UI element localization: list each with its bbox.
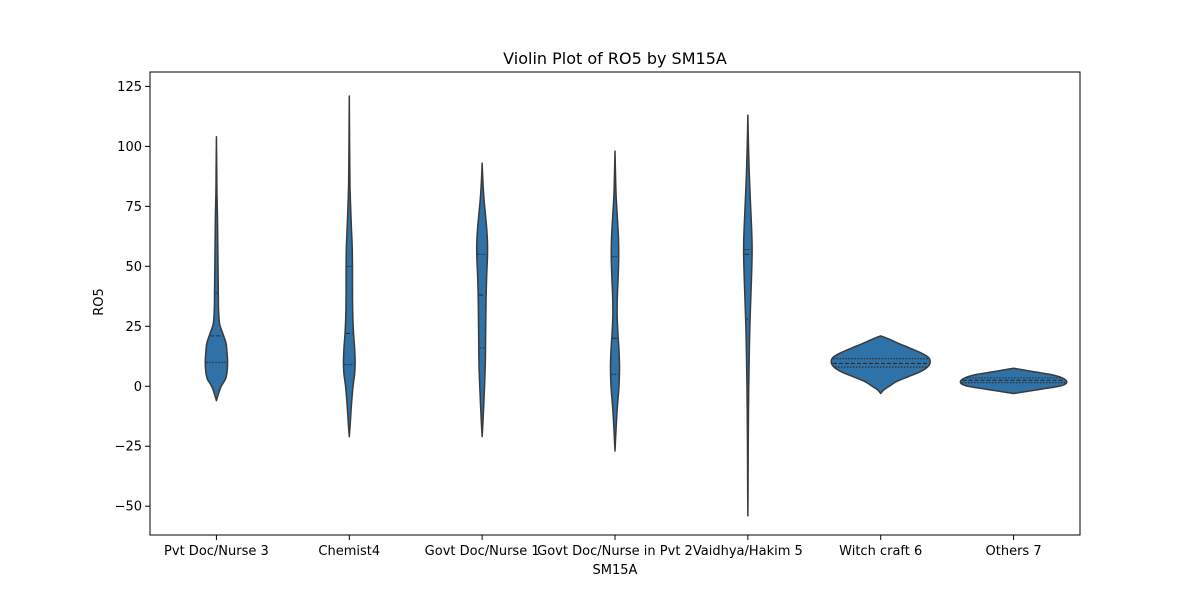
x-tick-label-5: Witch craft 6 xyxy=(839,544,922,559)
plot-area xyxy=(204,95,1068,517)
y-tick-label-7: 125 xyxy=(117,80,142,95)
y-tick-label-3: 25 xyxy=(125,320,142,335)
violin-2 xyxy=(475,162,489,438)
x-tick-label-1: Chemist4 xyxy=(318,544,380,559)
x-tick-label-2: Govt Doc/Nurse 1 xyxy=(425,544,540,559)
violin-3 xyxy=(609,150,621,452)
violin-0 xyxy=(204,136,229,402)
violin-6 xyxy=(959,367,1068,395)
x-tick-label-6: Others 7 xyxy=(986,544,1042,559)
y-tick-label-0: −50 xyxy=(115,500,142,515)
y-tick-label-5: 75 xyxy=(125,200,142,215)
y-axis-label: RO5 xyxy=(92,288,107,316)
y-axis: −50 −25 0 25 50 75 100 125 xyxy=(115,80,150,515)
x-tick-label-3: Govt Doc/Nurse in Pvt 2 xyxy=(537,544,693,559)
y-tick-label-1: −25 xyxy=(115,440,142,455)
y-tick-label-6: 100 xyxy=(117,140,142,155)
x-axis: Pvt Doc/Nurse 3 Chemist4 Govt Doc/Nurse 1G… xyxy=(164,535,1042,559)
y-tick-label-4: 50 xyxy=(125,260,142,275)
chart-title: Violin Plot of RO5 by SM15A xyxy=(503,49,727,68)
x-tick-label-4: Vaidhya/Hakim 5 xyxy=(693,544,803,559)
y-tick-label-2: 0 xyxy=(134,380,142,395)
violin-5 xyxy=(830,335,931,395)
violin-4 xyxy=(742,114,753,517)
x-axis-label: SM15A xyxy=(593,563,638,578)
violin-1 xyxy=(342,95,356,438)
x-tick-label-0: Pvt Doc/Nurse 3 xyxy=(164,544,269,559)
